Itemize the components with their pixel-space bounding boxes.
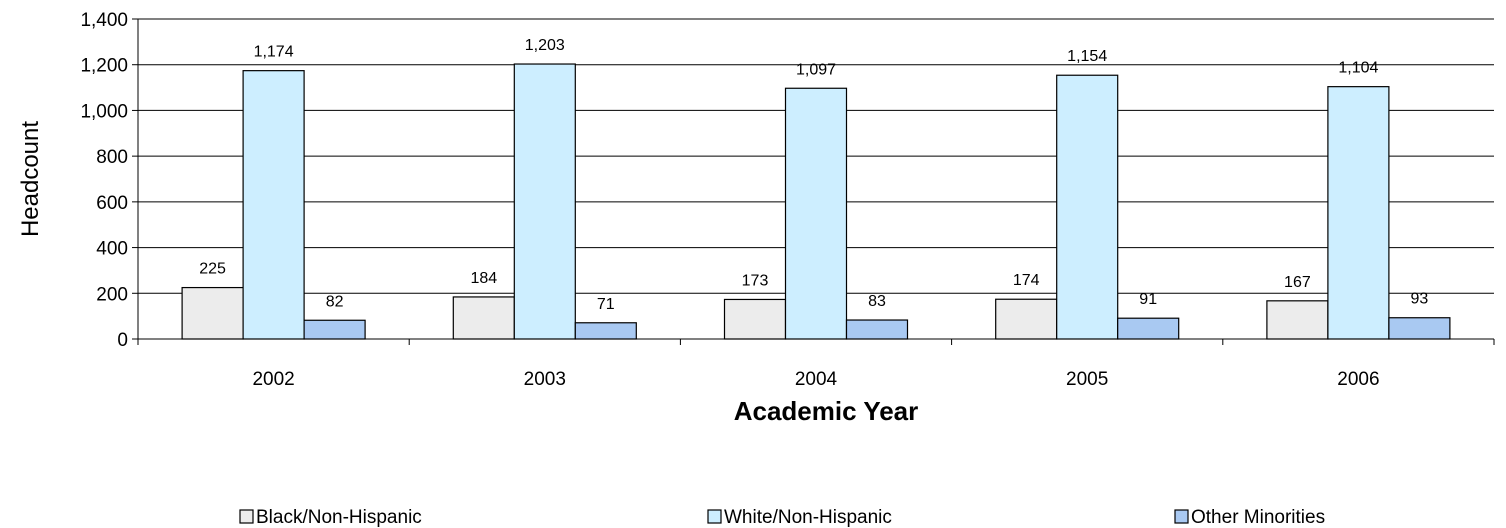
data-label: 71: [597, 296, 615, 313]
x-tick-label: 2006: [1337, 369, 1379, 390]
legend-swatch: [707, 509, 722, 524]
data-label: 1,174: [254, 44, 294, 61]
bar: [995, 298, 1058, 340]
bar: [181, 286, 244, 340]
legend: Black/Non-Hispanic White/Non-Hispanic Othe…: [239, 507, 1325, 528]
data-label: 225: [199, 261, 226, 278]
bar: [1117, 317, 1180, 340]
data-label: 1,203: [525, 37, 565, 54]
bar: [513, 63, 576, 340]
y-tick-label: 400: [96, 239, 128, 260]
x-tick-label: 2005: [1066, 369, 1108, 390]
x-axis-ticks: 2002 2003 2004 2005 2006: [137, 339, 1495, 390]
y-tick-label: 1,400: [80, 10, 128, 31]
data-label: 173: [742, 272, 769, 289]
y-axis-ticks: 0 200 400 600 800 1,000 1,200 1,400: [80, 10, 138, 351]
bar: [574, 322, 637, 340]
x-tick-label: 2002: [252, 369, 294, 390]
y-tick-label: 1,000: [80, 101, 128, 122]
data-label: 167: [1284, 274, 1311, 291]
data-labels: 225 1,174 82 184 1,203 71 173 1,097 83 174 1,154 91…: [199, 37, 1428, 313]
y-axis-title: Headcount: [17, 121, 44, 237]
y-tick-label: 600: [96, 193, 128, 214]
data-label: 91: [1139, 291, 1157, 308]
bars: [181, 63, 1451, 340]
bar: [1327, 86, 1390, 340]
y-tick-label: 200: [96, 284, 128, 305]
bar: [1388, 317, 1451, 340]
bar: [242, 70, 305, 340]
legend-label: White/Non-Hispanic: [724, 507, 892, 528]
bar: [723, 298, 787, 340]
y-tick-label: 800: [96, 147, 128, 168]
x-tick-label: 2004: [795, 369, 838, 390]
x-axis-title: Academic Year: [734, 396, 919, 426]
data-label: 83: [868, 293, 886, 310]
data-label: 1,104: [1338, 60, 1378, 77]
data-label: 174: [1013, 272, 1040, 289]
x-tick-label: 2003: [524, 369, 566, 390]
bar: [1056, 74, 1119, 340]
bar: [452, 296, 515, 340]
data-label: 1,154: [1067, 48, 1107, 65]
data-label: 82: [326, 293, 344, 310]
legend-label: Other Minorities: [1191, 507, 1325, 528]
legend-swatch: [239, 509, 254, 524]
y-tick-label: 1,200: [80, 56, 128, 77]
bar: [303, 319, 366, 340]
bar: [845, 319, 909, 340]
data-label: 184: [470, 270, 497, 287]
bar: [1266, 300, 1329, 340]
legend-label: Black/Non-Hispanic: [256, 507, 422, 528]
legend-swatch: [1174, 509, 1189, 524]
data-label: 93: [1411, 291, 1429, 308]
data-label: 1,097: [796, 61, 836, 78]
bar: [784, 87, 848, 340]
y-tick-label: 0: [117, 330, 128, 351]
